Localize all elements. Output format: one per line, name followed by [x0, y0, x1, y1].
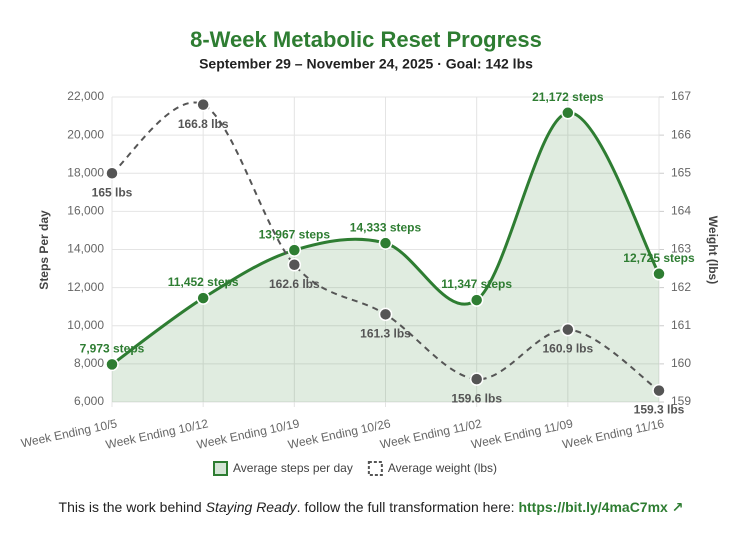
y2-tick-label: 160 — [671, 356, 691, 370]
y-tick-label: 16,000 — [67, 204, 104, 218]
value-label: 11,452 steps — [168, 275, 239, 289]
point — [469, 293, 484, 307]
chart-subtitle: September 29 – November 24, 2025 · Goal:… — [199, 56, 533, 72]
value-label: 11,347 steps — [441, 277, 512, 291]
y2-axis-title: Weight (lbs) — [706, 216, 720, 284]
y-tick-label: 14,000 — [67, 242, 104, 256]
y-tick-label: 10,000 — [67, 318, 104, 332]
y-tick-label: 6,000 — [74, 394, 104, 408]
legend-label: Average steps per day — [233, 461, 353, 475]
footer: This is the work behind Staying Ready. f… — [0, 499, 742, 516]
x-tick-label: Week Ending 10/12 — [104, 416, 209, 451]
y2-tick-label: 163 — [671, 242, 691, 256]
point — [561, 322, 575, 337]
x-tick-label: Week Ending 11/09 — [470, 416, 575, 451]
footer-text: This is the work behind — [58, 499, 206, 515]
legend-label: Average weight (lbs) — [388, 461, 497, 475]
footer-text: . follow the full transformation here: — [296, 499, 519, 515]
value-label: 166.8 lbs — [178, 117, 229, 131]
point — [652, 267, 666, 281]
value-label: 165 lbs — [92, 185, 133, 199]
point — [378, 236, 393, 250]
value-label: 159.6 lbs — [451, 391, 502, 405]
y2-tick-label: 161 — [671, 318, 691, 332]
point — [287, 258, 302, 272]
y-axis-title: Steps Per day — [37, 210, 51, 290]
y2-tick-label: 166 — [671, 127, 691, 141]
point — [469, 372, 484, 386]
x-tick-label: Week Ending 11/02 — [379, 416, 484, 451]
value-label: 12,725 steps — [623, 251, 695, 265]
y-tick-label: 18,000 — [67, 165, 104, 179]
value-label: 14,333 steps — [350, 220, 422, 234]
area — [112, 112, 659, 402]
point — [652, 383, 666, 398]
y-tick-label: 22,000 — [67, 89, 104, 103]
point — [561, 106, 575, 120]
point — [196, 97, 210, 112]
y2-tick-label: 164 — [671, 204, 691, 218]
legend-swatch — [367, 461, 383, 476]
chart-title: 8-Week Metabolic Reset Progress — [190, 27, 542, 52]
value-label: 7,973 steps — [80, 342, 145, 356]
point — [196, 291, 210, 305]
value-label: 13,967 steps — [259, 227, 331, 241]
y-tick-label: 12,000 — [67, 280, 104, 294]
y2-tick-label: 162 — [671, 280, 691, 294]
point — [105, 166, 119, 180]
y2-tick-label: 159 — [671, 394, 691, 408]
value-label: 159.3 lbs — [634, 403, 685, 417]
chart: 8-Week Metabolic Reset Progress Septembe… — [20, 27, 720, 476]
x-tick-label: Week Ending 10/26 — [287, 416, 392, 451]
footer-emphasis: Staying Ready — [205, 499, 297, 515]
value-label: 162.6 lbs — [269, 277, 320, 291]
value-label: 160.9 lbs — [542, 342, 593, 356]
value-label: 161.3 lbs — [360, 326, 411, 340]
point — [287, 243, 302, 257]
x-tick-label: Week Ending 10/19 — [195, 416, 300, 451]
legend-swatch — [213, 461, 228, 476]
x-tick-label: Week Ending 11/16 — [561, 416, 666, 451]
y-tick-label: 20,000 — [67, 127, 104, 141]
value-label: 21,172 steps — [532, 90, 604, 104]
point — [378, 307, 393, 322]
y2-tick-label: 167 — [671, 89, 691, 103]
x-tick-label: Week Ending 10/5 — [20, 416, 119, 450]
footer-link[interactable]: https://bit.ly/4maC7mx ↗ — [518, 499, 684, 515]
y-tick-label: 8,000 — [74, 356, 104, 370]
point — [105, 357, 119, 372]
y2-tick-label: 165 — [671, 165, 691, 179]
